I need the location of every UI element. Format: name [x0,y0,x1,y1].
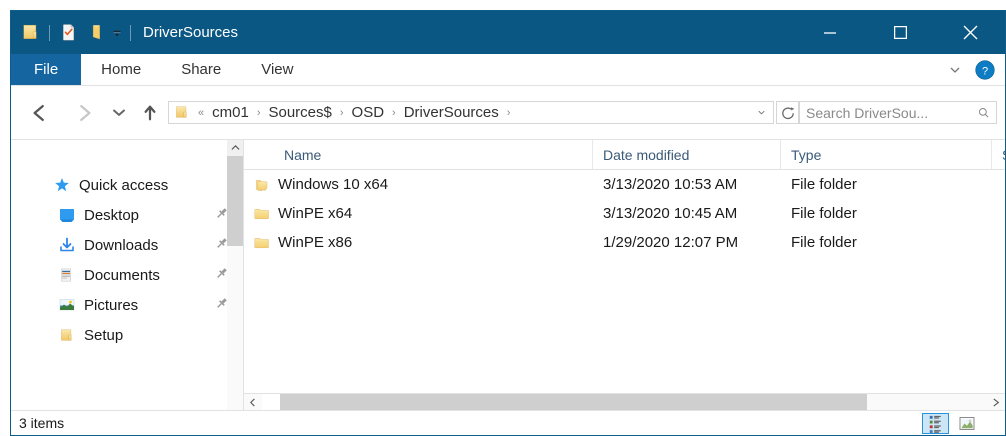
svg-text:?: ? [982,66,988,78]
